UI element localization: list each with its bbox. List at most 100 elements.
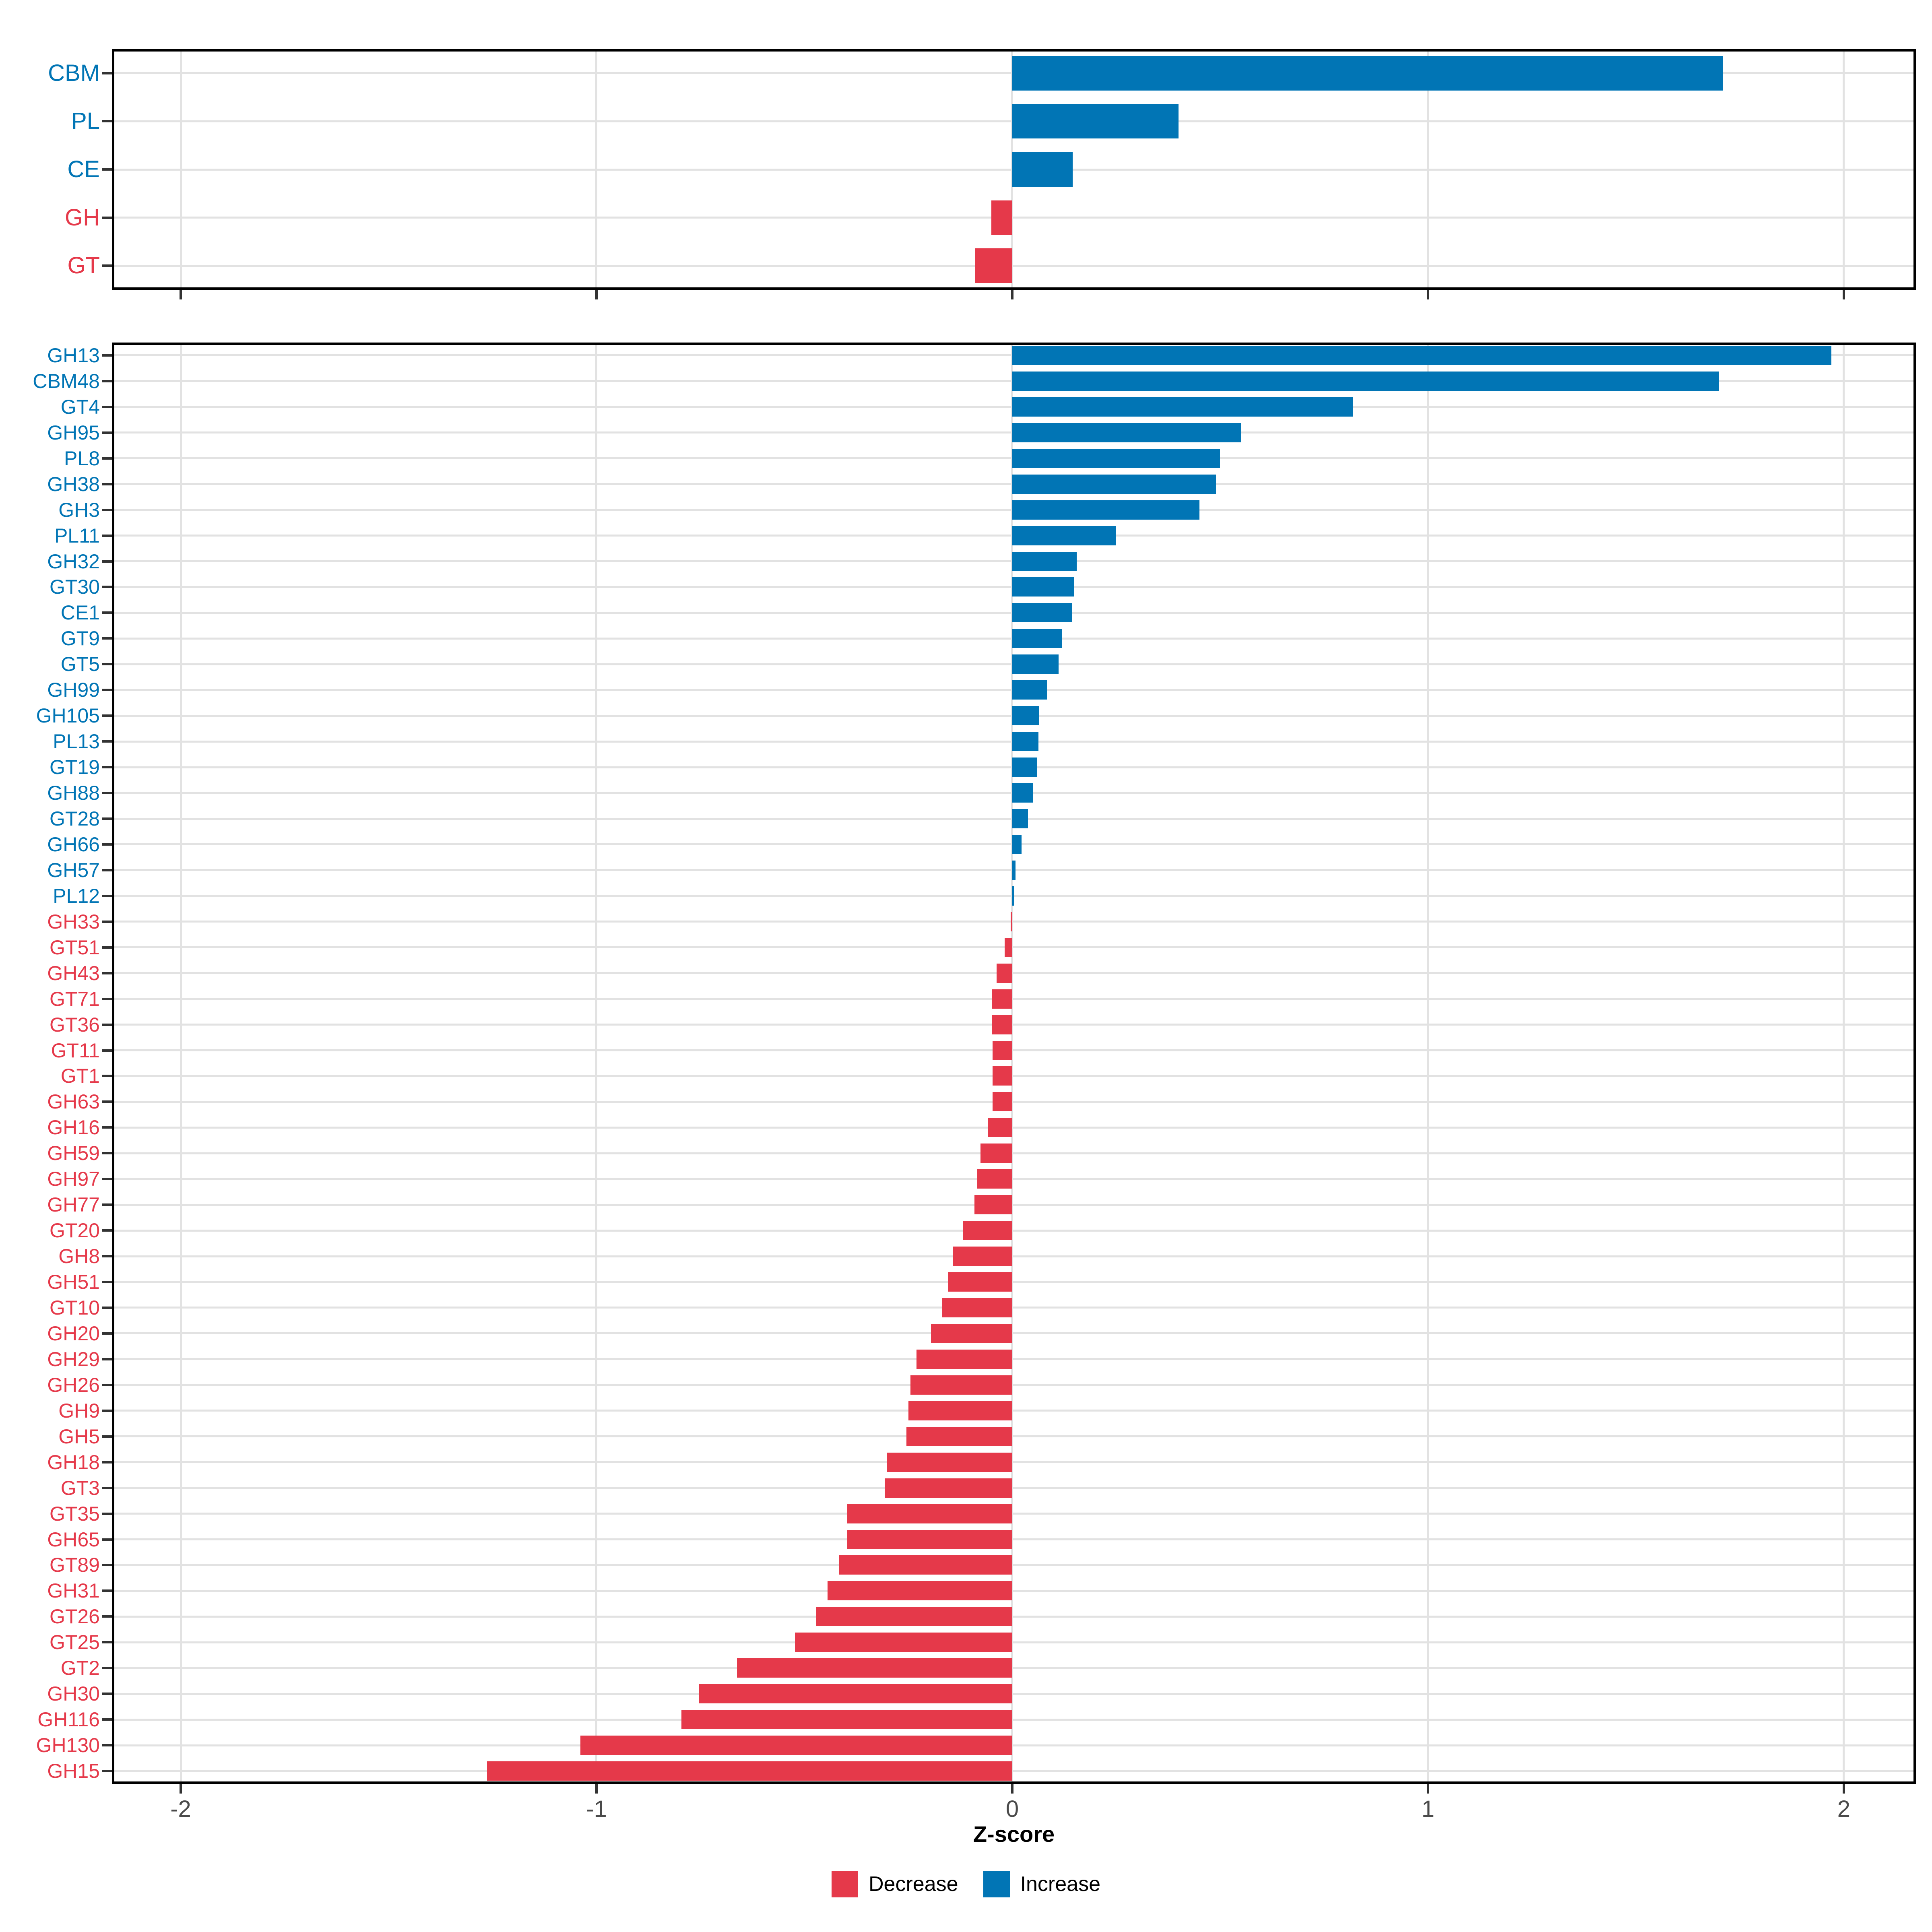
y-tick-GH43 [102,972,112,974]
category-label-GT3: GT3 [60,1476,100,1499]
y-tick-CE1 [102,611,112,614]
legend-swatch-decrease [831,1871,858,1897]
category-label-GH8: GH8 [58,1245,100,1268]
bar-GH31 [828,1581,1012,1601]
category-label-GT71: GT71 [49,987,100,1010]
category-label-GH32: GH32 [47,550,100,573]
category-label-CBM: CBM [48,60,100,86]
y-tick-GH63 [102,1100,112,1103]
y-tick-GH51 [102,1281,112,1284]
category-label-GT11: GT11 [51,1039,100,1062]
gridline-row-GH26 [112,1384,1916,1386]
bar-PL [1012,104,1179,139]
bar-GH105 [1012,706,1040,726]
category-label-GH95: GH95 [47,421,100,444]
gridline-x-1 [1427,343,1429,1784]
category-label-GT5: GT5 [60,653,100,676]
gridline-row-GH18 [112,1461,1916,1463]
bar-GT36 [992,1015,1012,1034]
y-tick-PL12 [102,894,112,897]
legend-label-increase: Increase [1020,1872,1100,1896]
y-tick-GH116 [102,1718,112,1721]
y-tick-GH88 [102,792,112,795]
category-label-GH51: GH51 [47,1271,100,1294]
x-tick-1 [1426,290,1429,299]
category-label-GH31: GH31 [47,1579,100,1602]
category-label-GT4: GT4 [60,395,100,418]
gridline-row-GT [112,264,1916,267]
bar-GH30 [699,1684,1012,1704]
bar-GH43 [996,963,1012,983]
gridline-row-GH20 [112,1332,1916,1335]
y-tick-CE [102,168,112,171]
x-tick-2 [1842,290,1845,299]
category-label-GT51: GT51 [49,936,100,959]
category-label-GT20: GT20 [49,1219,100,1242]
category-label-GH99: GH99 [47,679,100,702]
category-label-GH59: GH59 [47,1142,100,1165]
y-tick-GT35 [102,1512,112,1515]
bar-PL12 [1012,886,1015,906]
gridline-row-GH116 [112,1718,1916,1721]
legend: Decrease Increase [0,1871,1932,1897]
category-label-GT9: GT9 [60,627,100,650]
gridline-row-GT25 [112,1641,1916,1643]
bar-PL11 [1012,526,1117,545]
bar-GH99 [1012,680,1047,700]
gridline-x--2 [180,343,182,1784]
x-tick-2 [1842,1784,1845,1794]
class-panel [112,49,1916,290]
legend-swatch-increase [983,1871,1010,1897]
bar-GH65 [846,1530,1012,1549]
category-label-CE1: CE1 [60,601,100,624]
category-label-GH130: GH130 [36,1734,100,1757]
y-tick-GT20 [102,1229,112,1232]
bar-GT71 [992,989,1012,1009]
bar-GH18 [887,1452,1012,1472]
x-tick-1 [1426,1784,1429,1794]
y-tick-GH5 [102,1435,112,1438]
x-tick--1 [595,290,598,299]
x-tick-0 [1011,1784,1013,1794]
y-tick-GT2 [102,1667,112,1670]
y-tick-PL11 [102,534,112,537]
bar-GT26 [816,1607,1012,1627]
y-tick-GT10 [102,1306,112,1309]
bar-GH5 [906,1426,1012,1446]
gridline-row-GH130 [112,1744,1916,1746]
category-label-CE: CE [67,156,100,182]
gridline-row-GT2 [112,1667,1916,1669]
category-label-GH88: GH88 [47,782,100,805]
gridline-row-GH15 [112,1770,1916,1772]
bar-GH97 [977,1169,1012,1189]
category-label-PL13: PL13 [53,730,100,753]
gridline-row-GH8 [112,1255,1916,1257]
gridline-row-GT89 [112,1564,1916,1566]
bar-GT2 [737,1658,1012,1678]
y-tick-GT36 [102,1023,112,1026]
bar-PL8 [1012,448,1220,468]
y-tick-GH15 [102,1770,112,1773]
category-label-GH13: GH13 [47,344,100,367]
category-label-GH77: GH77 [47,1193,100,1216]
y-tick-GH3 [102,508,112,511]
y-tick-GH130 [102,1744,112,1747]
y-tick-PL13 [102,740,112,743]
legend-label-decrease: Decrease [868,1872,958,1896]
category-label-GT36: GT36 [49,1013,100,1036]
category-label-GH9: GH9 [58,1399,100,1422]
category-label-PL: PL [71,108,100,134]
category-label-GH5: GH5 [58,1425,100,1448]
bar-GT5 [1012,654,1059,674]
gridline-row-GT11 [112,1049,1916,1052]
legend-item-decrease: Decrease [831,1871,958,1897]
y-tick-GH57 [102,869,112,871]
bar-GH33 [1010,912,1012,931]
gridline-row-GT26 [112,1615,1916,1618]
category-label-GT1: GT1 [60,1065,100,1088]
y-tick-GH33 [102,920,112,923]
bar-GT51 [1005,937,1012,957]
category-label-GH20: GH20 [47,1322,100,1345]
bar-GH15 [487,1761,1012,1781]
